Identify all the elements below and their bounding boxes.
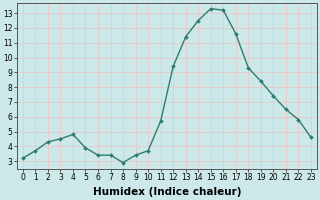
X-axis label: Humidex (Indice chaleur): Humidex (Indice chaleur) [93, 187, 241, 197]
